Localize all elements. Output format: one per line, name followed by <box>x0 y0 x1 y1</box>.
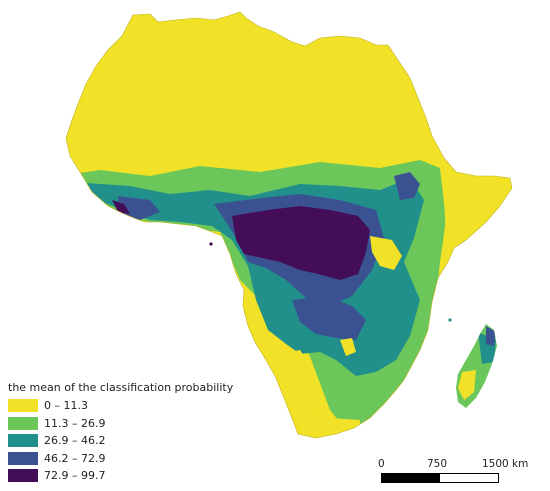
scale-label-mid: 750 <box>427 458 448 470</box>
scale-label-start: 0 <box>378 458 385 470</box>
legend-label: 11.3 – 26.9 <box>44 416 106 430</box>
map-legend: the mean of the classification probabili… <box>8 381 258 485</box>
legend-swatch <box>8 434 38 448</box>
legend-item: 46.2 – 72.9 <box>8 450 258 468</box>
legend-label: 26.9 – 46.2 <box>44 434 106 448</box>
scale-bar: 0 750 1500 km <box>378 458 538 484</box>
africa-outline <box>65 11 513 439</box>
island-zanzibar <box>428 288 432 292</box>
legend-item: 11.3 – 26.9 <box>8 415 258 433</box>
legend-swatch <box>8 416 38 430</box>
island-comoros <box>448 318 452 322</box>
legend-item: 72.9 – 99.7 <box>8 467 258 485</box>
legend-item: 0 – 11.3 <box>8 397 258 415</box>
island-sao-tome <box>209 242 213 246</box>
scale-segment-white <box>440 474 498 482</box>
legend-label: 0 – 11.3 <box>44 399 88 413</box>
legend-swatch <box>8 399 38 413</box>
legend-swatch <box>8 469 38 483</box>
legend-title: the mean of the classification probabili… <box>8 381 234 394</box>
legend-label: 72.9 – 99.7 <box>44 469 106 483</box>
legend-item: 26.9 – 46.2 <box>8 432 258 450</box>
legend-swatch <box>8 451 38 465</box>
scale-bar-segments <box>381 473 499 483</box>
madagascar <box>456 324 497 408</box>
scale-label-end: 1500 km <box>482 458 529 470</box>
legend-label: 46.2 – 72.9 <box>44 451 106 465</box>
scale-segment-black <box>382 474 440 482</box>
